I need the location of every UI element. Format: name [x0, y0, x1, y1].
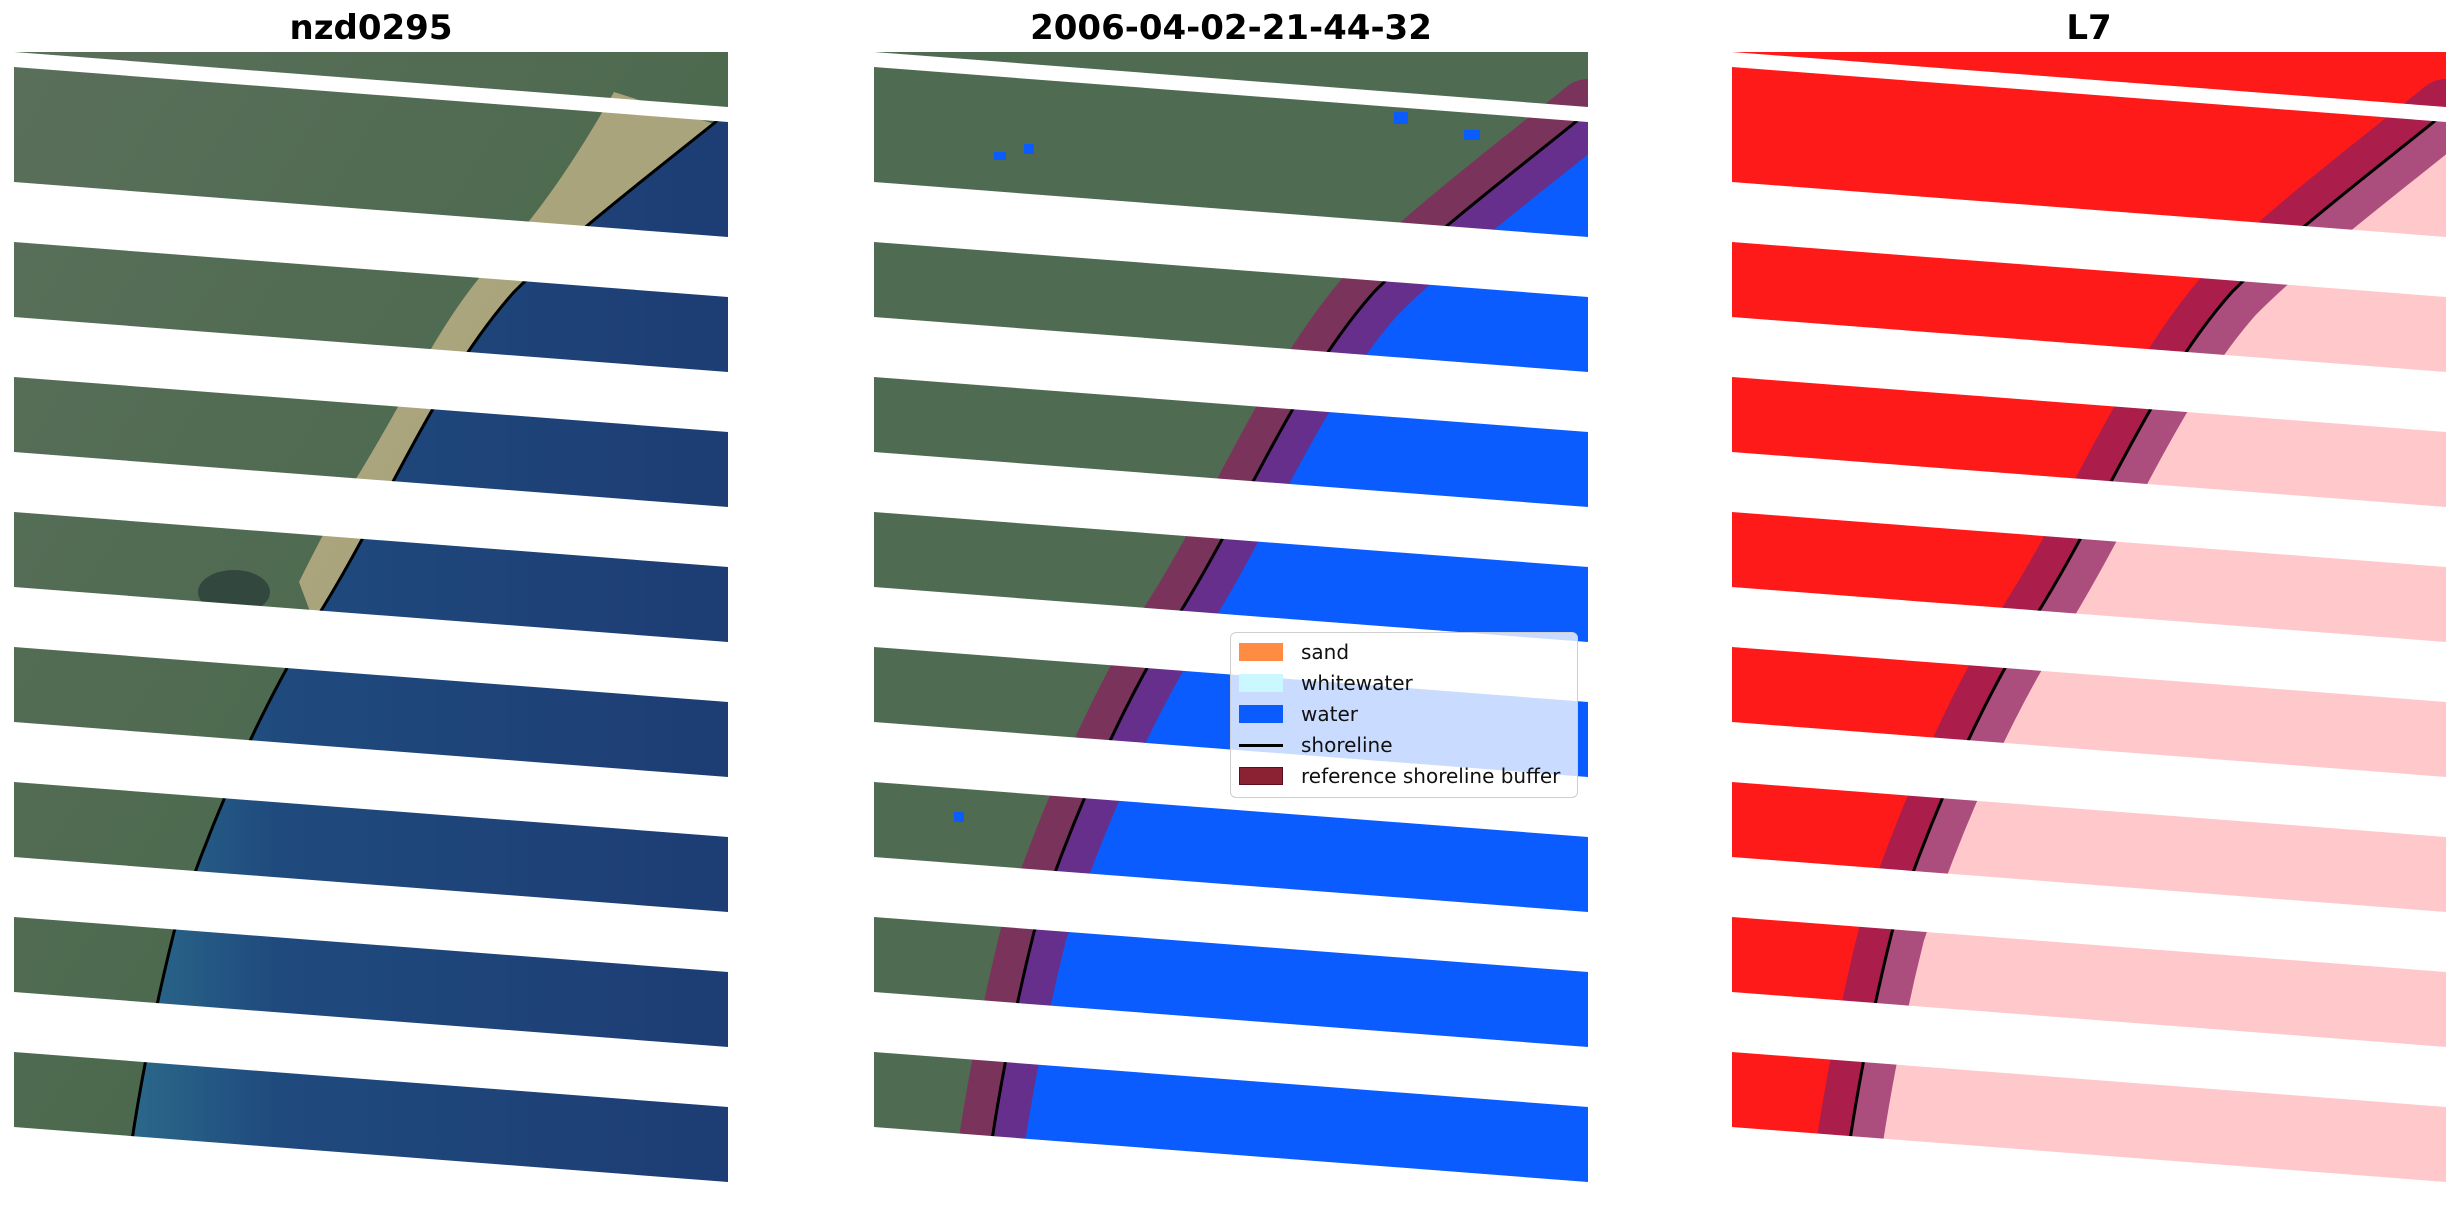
legend-label: whitewater [1301, 671, 1413, 695]
l7-index-panel [1732, 52, 2446, 1200]
panel-title-mndwi: L7 [2066, 8, 2112, 48]
legend-label: sand [1301, 640, 1350, 664]
legend-label: reference shoreline buffer [1301, 764, 1561, 788]
shoreline-swatch [1239, 736, 1283, 754]
classification-legend: sand whitewater water shoreline referenc… [1230, 632, 1578, 798]
legend-label: water [1301, 702, 1358, 726]
legend-item-sand: sand [1239, 639, 1349, 665]
legend-item-buffer: reference shoreline buffer [1239, 763, 1560, 789]
legend-label: shoreline [1301, 733, 1393, 757]
water-swatch [1239, 705, 1283, 723]
whitewater-swatch [1239, 674, 1283, 692]
panel-title-classification: 2006-04-02-21-44-32 [1030, 8, 1432, 48]
panel-title-rgb: nzd0295 [289, 8, 453, 48]
legend-item-shoreline: shoreline [1239, 732, 1393, 758]
rgb-image-panel [14, 52, 728, 1200]
legend-item-whitewater: whitewater [1239, 670, 1413, 696]
classification-panel [874, 52, 1588, 1200]
sand-swatch [1239, 643, 1283, 661]
buffer-swatch [1239, 767, 1283, 785]
legend-item-water: water [1239, 701, 1358, 727]
